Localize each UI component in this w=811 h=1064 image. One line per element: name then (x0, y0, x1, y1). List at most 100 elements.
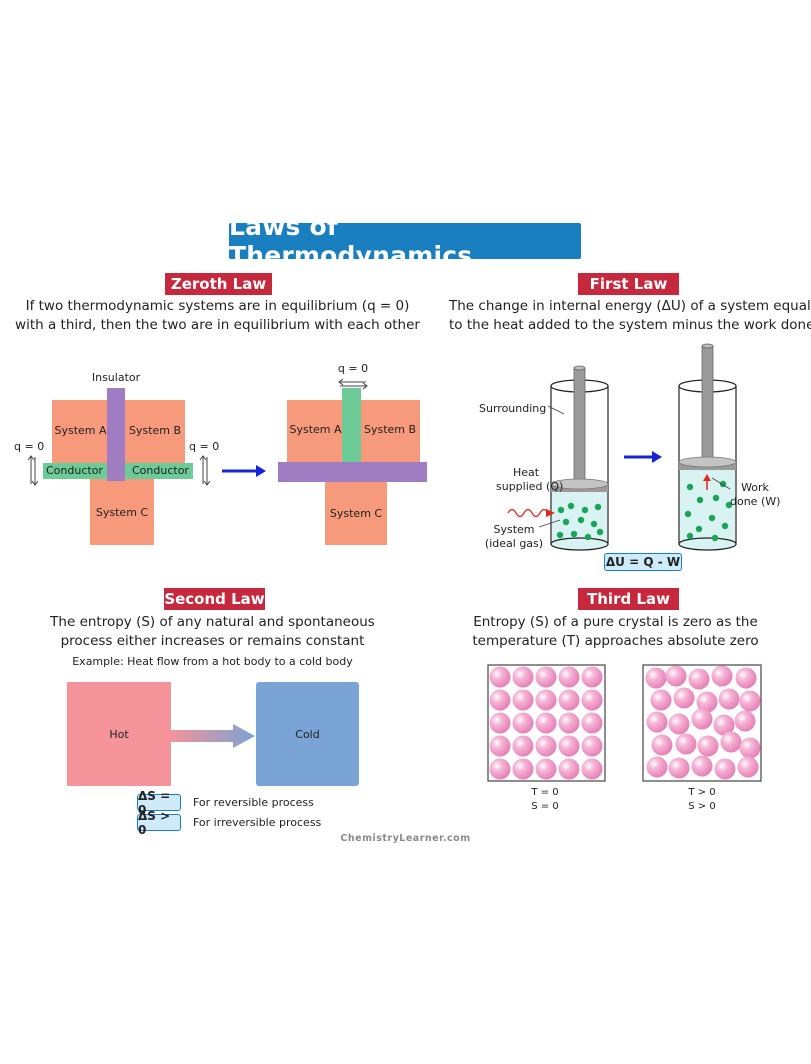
crystal-sphere (675, 733, 697, 755)
system-a-label: System A (54, 423, 107, 437)
second-law-description-line2: process either increases or remains cons… (60, 633, 365, 649)
conductor-label-left: Conductor (46, 464, 103, 477)
crystal-sphere (691, 708, 713, 730)
crystal-sphere (558, 735, 580, 757)
crystal-sphere (489, 758, 511, 780)
second-law-description-line1: The entropy (S) of any natural and spont… (50, 614, 375, 630)
system-label-line2: (ideal gas) (484, 537, 544, 550)
crystal-sphere (668, 757, 690, 779)
heat-label-line1: Heat (512, 466, 540, 479)
system-b-label-equilibrium: System B (363, 422, 417, 436)
first-law-description-line1: The change in internal energy (ΔU) of a … (449, 298, 811, 314)
crystal-sphere (581, 735, 603, 757)
system-a-label-equilibrium: System A (289, 422, 342, 436)
crystal-sphere (581, 666, 603, 688)
crystal-sphere (714, 758, 736, 780)
crystal-sphere (739, 690, 761, 712)
ordered-temperature: T = 0 (531, 787, 559, 798)
second-law-example: Example: Heat flow from a hot body to a … (72, 655, 353, 668)
heat-label-line2: supplied (Q) (496, 480, 564, 493)
gas-particles-left (556, 502, 604, 541)
crystal-sphere (711, 665, 733, 687)
crystal-sphere (581, 758, 603, 780)
first-law-tag: First Law (578, 273, 679, 295)
crystal-sphere (535, 689, 557, 711)
crystal-sphere (665, 665, 687, 687)
crystal-sphere (535, 735, 557, 757)
crystal-sphere (696, 691, 718, 713)
system-label-line1: System (493, 523, 535, 536)
cold-label: Cold (295, 727, 320, 741)
credit-text: ChemistryLearner.com (340, 833, 471, 844)
crystal-sphere (734, 710, 756, 732)
hot-label: Hot (109, 727, 129, 741)
reversible-text: For reversible process (193, 796, 314, 809)
crystal-sphere (735, 667, 757, 689)
crystal-sphere (646, 711, 668, 733)
zeroth-law-description-line2: with a third, then the two are in equili… (15, 317, 420, 333)
disordered-crystal (645, 665, 761, 780)
crystal-sphere (668, 713, 690, 735)
third-law-description-line2: temperature (T) approaches absolute zero (472, 633, 759, 649)
work-label-line2: done (W) (730, 495, 781, 508)
crystal-sphere (718, 688, 740, 710)
crystal-sphere (512, 758, 534, 780)
crystal-sphere (489, 689, 511, 711)
work-label-line1: Work (741, 481, 769, 494)
crystal-sphere (512, 735, 534, 757)
disordered-temperature: T > 0 (688, 787, 716, 798)
crystal-sphere (581, 689, 603, 711)
first-law-equation: ΔU = Q - W (604, 553, 682, 571)
crystal-sphere (535, 758, 557, 780)
crystal-sphere (739, 737, 761, 759)
crystal-sphere (713, 714, 735, 736)
crystal-sphere (512, 666, 534, 688)
crystal-sphere (688, 668, 710, 690)
q-zero-label-left: q = 0 (14, 440, 45, 453)
crystal-sphere (737, 756, 759, 778)
crystal-sphere (512, 689, 534, 711)
system-c-box: System C (90, 479, 154, 545)
first-law-description-line2: to the heat added to the system minus th… (449, 317, 811, 333)
crystal-sphere (691, 755, 713, 777)
q-zero-label-top: q = 0 (337, 362, 369, 375)
insulator-wall (107, 388, 125, 481)
crystal-sphere (650, 689, 672, 711)
q-zero-label-right: q = 0 (189, 440, 220, 453)
cold-body: Cold (256, 682, 359, 786)
surrounding-label: Surrounding (479, 402, 547, 415)
system-c-label: System C (95, 505, 149, 519)
irreversible-text: For irreversible process (193, 816, 322, 829)
crystal-sphere (489, 712, 511, 734)
system-c-box-equilibrium: System C (325, 482, 387, 545)
crystal-sphere (558, 689, 580, 711)
zeroth-law-tag: Zeroth Law (165, 273, 272, 295)
disordered-entropy: S > 0 (688, 801, 716, 812)
conductor-wall (342, 388, 361, 464)
gas-particles-right (684, 480, 733, 542)
crystal-sphere (535, 666, 557, 688)
crystal-sphere (673, 687, 695, 709)
crystal-sphere (558, 712, 580, 734)
system-b-label: System B (128, 423, 182, 437)
crystal-sphere (646, 756, 668, 778)
system-c-label-equilibrium: System C (329, 507, 383, 520)
ordered-crystal (489, 666, 603, 780)
crystal-sphere (697, 735, 719, 757)
crystal-sphere (489, 666, 511, 688)
second-law-tag: Second Law (164, 588, 265, 610)
crystal-sphere (489, 735, 511, 757)
crystal-sphere (581, 712, 603, 734)
insulator-label: Insulator (91, 371, 141, 384)
third-law-tag: Third Law (578, 588, 679, 610)
system-a-box-equilibrium: System A (287, 400, 344, 466)
crystal-sphere (558, 666, 580, 688)
zeroth-law-description-line1: If two thermodynamic systems are in equi… (25, 298, 410, 314)
crystal-sphere (645, 667, 667, 689)
crystal-sphere (558, 758, 580, 780)
conductor-label-right: Conductor (132, 464, 189, 477)
